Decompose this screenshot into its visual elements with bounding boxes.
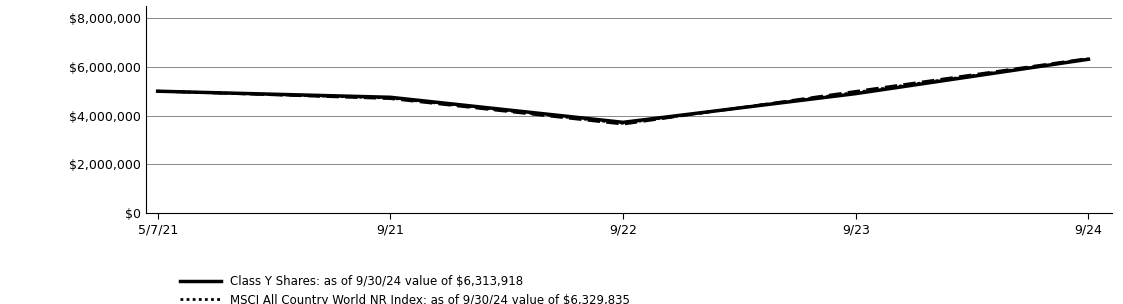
Legend: Class Y Shares: as of 9/30/24 value of $6,313,918, MSCI All Country World NR Ind: Class Y Shares: as of 9/30/24 value of $…	[175, 271, 682, 304]
